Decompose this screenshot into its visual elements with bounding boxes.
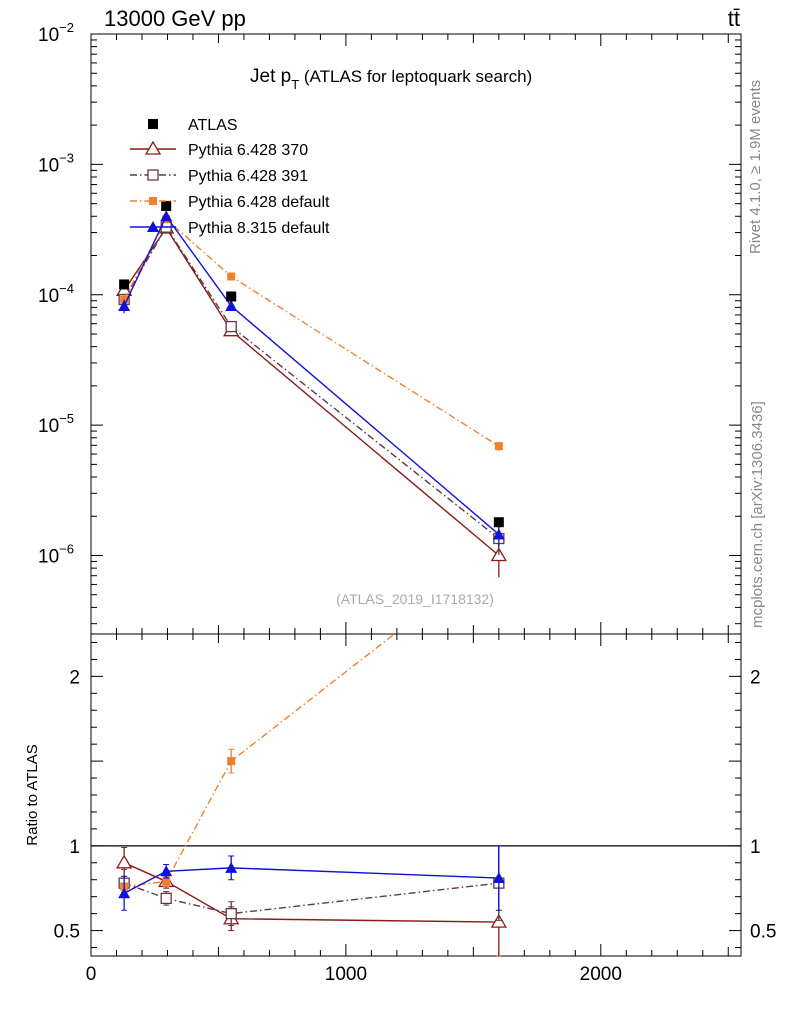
main-point-py8def xyxy=(118,299,131,311)
legend-marker-py8def xyxy=(147,221,159,232)
ratio-point-py391 xyxy=(160,892,172,905)
main-ytick-label: 10−6 xyxy=(38,542,74,568)
legend-marks xyxy=(130,119,176,232)
main-point-py6def xyxy=(227,272,236,281)
ratio-line-py6def xyxy=(124,633,395,888)
main-point-atlas xyxy=(493,517,504,528)
rivet-label: Rivet 4.1.0, ≥ 1.9M events xyxy=(747,80,764,254)
main-point-py6def xyxy=(494,442,503,451)
ratio-line-py8def xyxy=(123,867,499,894)
ratio-ytick-label-left: 0.5 xyxy=(54,922,80,943)
ratio-ytick-label-left: 2 xyxy=(69,667,80,688)
main-point-py6def xyxy=(120,295,129,304)
ratio-point-py8def xyxy=(225,861,238,873)
header-left: 13000 GeV pp xyxy=(104,6,246,31)
xtick-label: 1000 xyxy=(325,964,367,985)
ratio-series xyxy=(116,633,507,957)
main-point-py8def xyxy=(225,299,238,311)
main-ytick-label: 10−4 xyxy=(38,281,74,307)
ratio-point-py6def xyxy=(162,877,171,886)
main-point-py391 xyxy=(225,320,237,333)
analysis-label: (ATLAS_2019_I1718132) xyxy=(336,591,494,607)
ratio-ylabel: Ratio to ATLAS xyxy=(24,744,41,845)
main-ytick-label: 10−2 xyxy=(38,20,74,46)
main-ytick-label: 10−3 xyxy=(38,150,74,176)
legend-marker-py6def xyxy=(149,197,157,205)
ratio-line-py370 xyxy=(123,862,499,923)
legend-label-atlas: ATLAS xyxy=(188,117,238,134)
ratio-point-py8def xyxy=(118,887,131,899)
header-right: tt̄ xyxy=(728,6,740,31)
ratio-point-py370 xyxy=(116,854,133,869)
legend-marker-py391 xyxy=(147,169,159,181)
main-line-py8def xyxy=(123,214,500,535)
xtick-label: 2000 xyxy=(580,964,622,985)
ratio-line-py391 xyxy=(123,882,499,915)
ratio-axes: 0.5 0.5 1 1 2 2 0 1000 2000 xyxy=(54,634,776,985)
main-point-py8def xyxy=(492,528,505,540)
main-point-py8def xyxy=(160,210,173,222)
ratio-point-py391 xyxy=(225,907,237,920)
ratio-ytick-label-right: 0.5 xyxy=(750,922,776,943)
legend-marker-atlas xyxy=(148,119,158,129)
legend: ATLAS Pythia 6.428 370 Pythia 6.428 391 … xyxy=(188,117,330,237)
mcplots-label: mcplots.cern.ch [arXiv:1306.3436] xyxy=(749,401,766,628)
main-line-py370 xyxy=(123,226,500,557)
xtick-label: 0 xyxy=(86,964,97,985)
ratio-point-py8def xyxy=(492,872,505,884)
ratio-point-py370 xyxy=(490,913,507,928)
legend-label-py6def: Pythia 6.428 default xyxy=(188,194,330,211)
ratio-ytick-label-right: 1 xyxy=(750,837,761,858)
main-series xyxy=(116,200,507,578)
main-axes: 10−6 10−5 10−4 10−3 10−2 xyxy=(38,20,741,634)
ratio-point-py8def xyxy=(160,865,173,877)
legend-label-py370: Pythia 6.428 370 xyxy=(188,142,308,159)
legend-label-py391: Pythia 6.428 391 xyxy=(188,168,308,185)
legend-marker-py370 xyxy=(144,140,162,155)
main-point-atlas xyxy=(161,200,172,211)
ratio-plot-frame xyxy=(90,633,742,957)
ratio-ytick-label-left: 1 xyxy=(69,837,80,858)
main-line-py391 xyxy=(123,225,500,540)
ratio-point-py6def xyxy=(227,757,236,766)
main-ytick-label: 10−5 xyxy=(38,411,74,437)
main-point-atlas xyxy=(119,279,130,290)
ratio-ytick-label-right: 2 xyxy=(750,667,761,688)
main-point-atlas xyxy=(226,291,237,302)
legend-label-py8def: Pythia 8.315 default xyxy=(188,220,330,237)
main-line-py6def xyxy=(123,218,500,447)
plot-title: Jet pT (ATLAS for leptoquark search) xyxy=(250,66,532,92)
